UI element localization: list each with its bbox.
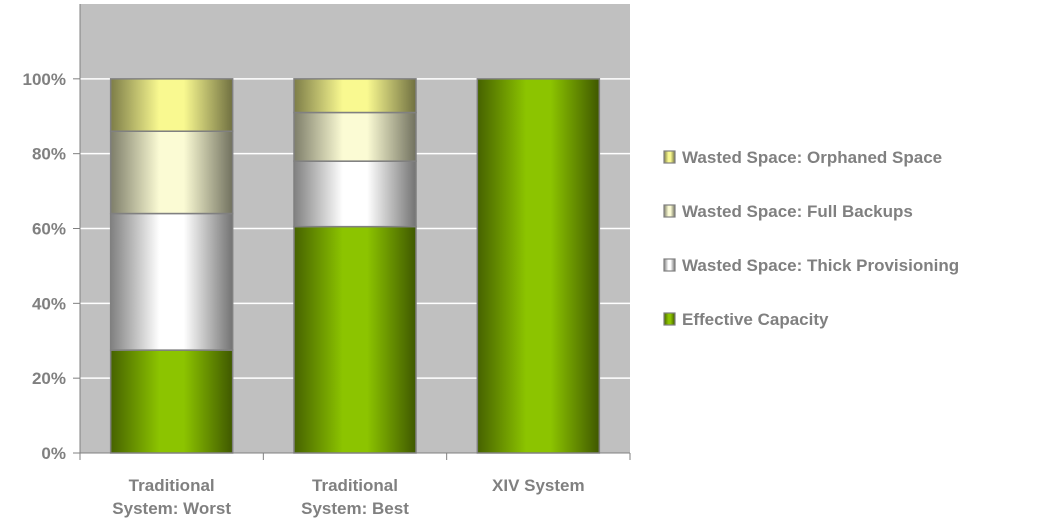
axes: 0% 20% 40% 60% 80% 100% Traditional System: Wor… [23,4,631,518]
legend-label: Wasted Space: Full Backups [682,202,913,221]
y-tick-label: 100% [23,70,66,89]
legend-label: Wasted Space: Orphaned Space [682,148,942,167]
x-category-label: System: Best [301,499,409,518]
y-tick-label: 40% [32,294,66,313]
legend-swatch [663,150,676,164]
y-tick-label: 0% [41,444,66,463]
bar-segment [109,349,234,454]
y-tick-label: 20% [32,369,66,388]
bar-segment [109,212,234,351]
legend-swatch [663,258,676,272]
bar-segment [109,130,234,215]
y-tick-label: 80% [32,145,66,164]
legend: Wasted Space: Orphaned Space Wasted Space… [663,148,959,329]
legend-label: Wasted Space: Thick Provisioning [682,256,959,275]
x-category-label: System: Worst [112,499,231,518]
bar-segment [293,78,417,114]
bars [109,78,601,454]
bar-segment [293,160,417,228]
bar-segment [476,78,601,454]
x-category-label: Traditional [129,476,215,495]
bar-segment [293,111,417,162]
x-category-label: XIV System [492,476,585,495]
x-category-label: Traditional [312,476,398,495]
legend-swatch [663,204,676,218]
bar-segment [293,225,417,454]
legend-swatch [663,312,676,326]
y-tick-label: 60% [32,220,66,239]
legend-label: Effective Capacity [682,310,829,329]
bar-segment [109,78,234,132]
